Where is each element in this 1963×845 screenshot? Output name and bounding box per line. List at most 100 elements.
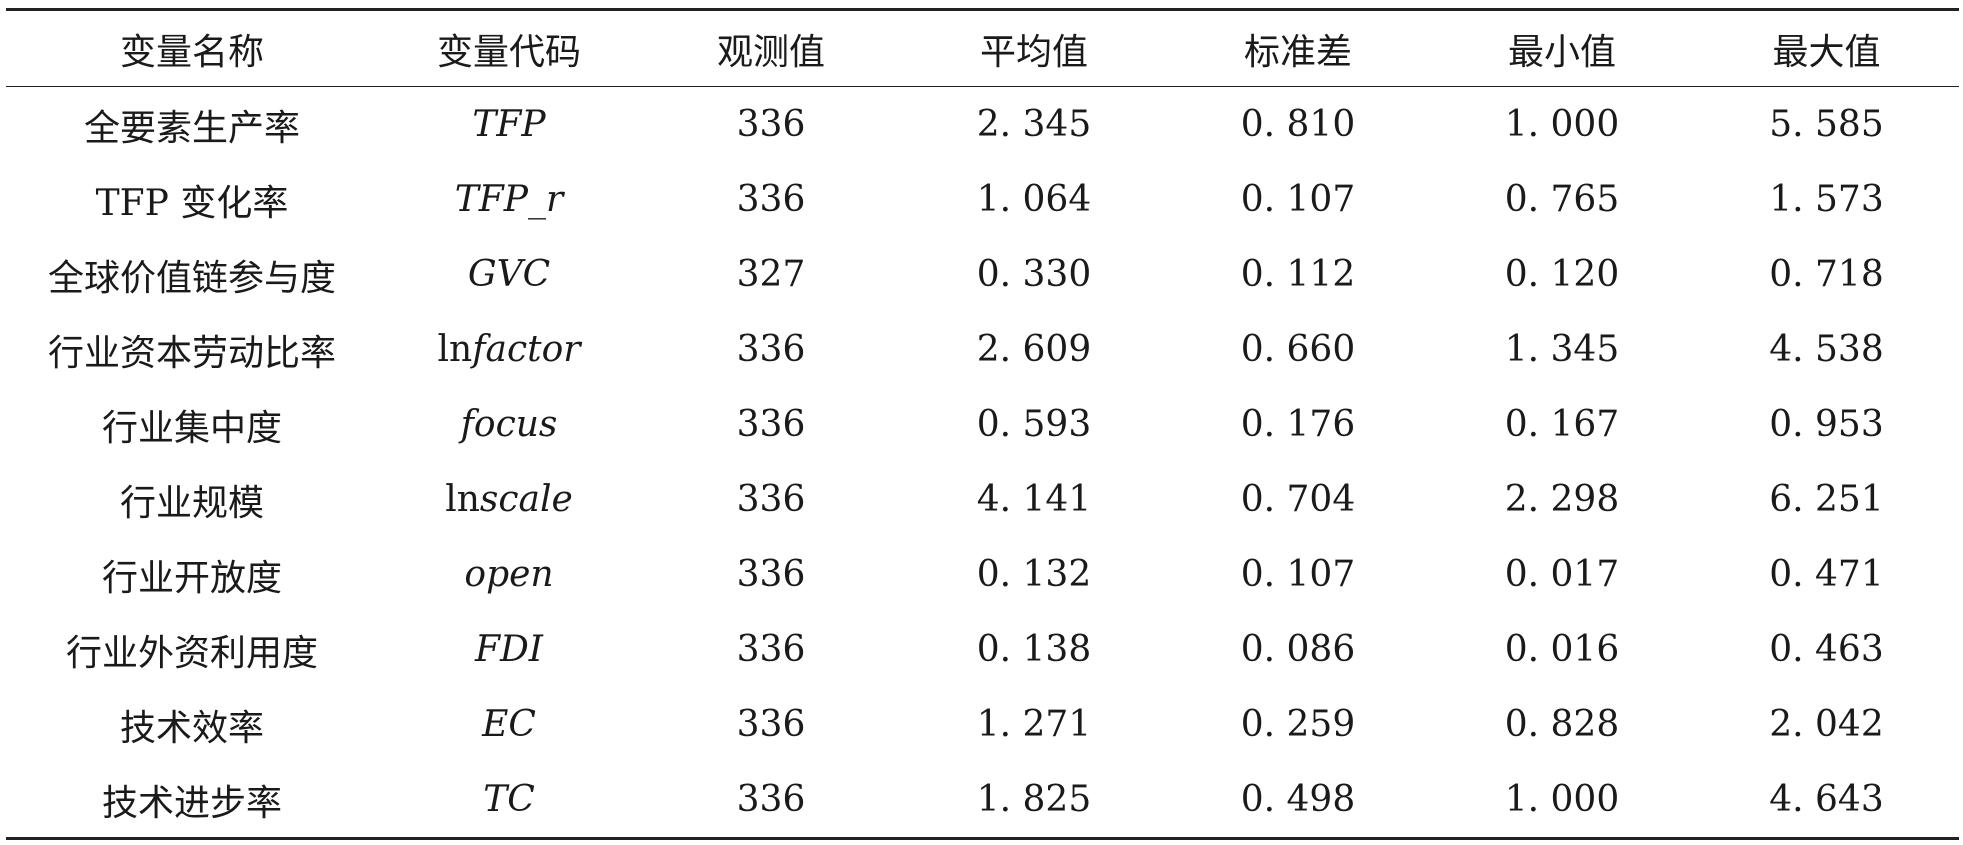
cell-variable-code: TC [378,762,640,839]
code-name: focus [460,404,558,445]
cell-variable-name: TFP 变化率 [95,182,289,224]
code-name: factor [472,329,581,370]
cell-std-dev: 0. 498 [1240,779,1356,820]
cell-variable-code: FDI [378,612,640,687]
cell-min: 1. 000 [1504,779,1620,820]
cell-variable-code: open [378,537,640,612]
cell-variable-name: 行业集中度 [101,407,282,449]
cell-observations: 336 [736,179,806,220]
table-header: 变量名称 变量代码 观测值 平均值 标准差 最小值 最大值 [6,9,1959,87]
cell-min: 0. 167 [1504,404,1620,445]
cell-variable-name: 全要素生产率 [83,107,300,149]
table-row: 全要素生产率 TFP 336 2. 345 0. 810 1. 000 5. 5… [6,87,1959,163]
cell-std-dev: 0. 107 [1240,554,1356,595]
cell-variable-name: 全球价值链参与度 [47,257,336,299]
header-min: 最小值 [1507,31,1616,73]
cell-variable-code: TFP [378,87,640,163]
cell-std-dev: 0. 176 [1240,404,1356,445]
table-row: 行业开放度 open 336 0. 132 0. 107 0. 017 0. 4… [6,537,1959,612]
cell-variable-code: GVC [378,237,640,312]
code-name: TFP_r [454,179,564,220]
code-name: GVC [467,254,551,295]
descriptive-statistics-table: 变量名称 变量代码 观测值 平均值 标准差 最小值 最大值 全要素生产率 TFP… [6,8,1959,840]
cell-observations: 336 [736,329,806,370]
cell-variable-name: 行业规模 [119,482,264,524]
header-mean: 平均值 [979,31,1088,73]
cell-mean: 2. 345 [976,104,1092,145]
cell-variable-code: lnscale [378,462,640,537]
table-row: TFP 变化率 TFP_r 336 1. 064 0. 107 0. 765 1… [6,162,1959,237]
code-name: EC [482,704,536,745]
table-row: 行业资本劳动比率 lnfactor 336 2. 609 0. 660 1. 3… [6,312,1959,387]
header-observations: 观测值 [716,31,825,73]
code-name: open [464,554,554,595]
table-row: 技术进步率 TC 336 1. 825 0. 498 1. 000 4. 643 [6,762,1959,839]
cell-mean: 0. 138 [976,629,1092,670]
header-variable-code: 变量代码 [436,31,581,73]
cell-variable-name: 技术进步率 [101,782,282,824]
cell-variable-name: 行业开放度 [101,557,282,599]
cell-min: 0. 765 [1504,179,1620,220]
cell-mean: 2. 609 [976,329,1092,370]
cell-max: 0. 471 [1769,554,1884,595]
cell-min: 2. 298 [1504,479,1620,520]
table-row: 行业集中度 focus 336 0. 593 0. 176 0. 167 0. … [6,387,1959,462]
cell-mean: 1. 271 [976,704,1092,745]
descriptive-statistics-table-container: 变量名称 变量代码 观测值 平均值 标准差 最小值 最大值 全要素生产率 TFP… [6,8,1959,840]
cell-observations: 336 [736,479,806,520]
header-row: 变量名称 变量代码 观测值 平均值 标准差 最小值 最大值 [6,9,1959,87]
cell-max: 6. 251 [1769,479,1884,520]
cell-min: 1. 000 [1504,104,1620,145]
code-name: scale [479,479,573,520]
table-row: 技术效率 EC 336 1. 271 0. 259 0. 828 2. 042 [6,687,1959,762]
cell-variable-name: 行业外资利用度 [65,632,318,674]
cell-observations: 327 [736,254,806,295]
cell-std-dev: 0. 259 [1240,704,1356,745]
cell-std-dev: 0. 704 [1240,479,1356,520]
cell-std-dev: 0. 086 [1240,629,1356,670]
header-std-dev: 标准差 [1243,31,1352,73]
cell-mean: 0. 330 [976,254,1092,295]
table-row: 全球价值链参与度 GVC 327 0. 330 0. 112 0. 120 0.… [6,237,1959,312]
cell-observations: 336 [736,404,806,445]
cell-variable-code: lnfactor [378,312,640,387]
cell-variable-name: 行业资本劳动比率 [47,332,336,374]
table-body: 全要素生产率 TFP 336 2. 345 0. 810 1. 000 5. 5… [6,87,1959,839]
code-name: TC [483,779,535,820]
cell-std-dev: 0. 810 [1240,104,1356,145]
cell-max: 4. 643 [1769,779,1884,820]
cell-mean: 0. 593 [976,404,1092,445]
code-prefix: ln [437,329,473,370]
cell-observations: 336 [736,779,806,820]
cell-mean: 4. 141 [976,479,1092,520]
cell-max: 2. 042 [1769,704,1884,745]
cell-max: 0. 953 [1769,404,1884,445]
cell-max: 5. 585 [1769,104,1884,145]
cell-max: 1. 573 [1769,179,1884,220]
code-name: FDI [474,629,544,670]
cell-mean: 0. 132 [976,554,1092,595]
cell-variable-code: focus [378,387,640,462]
code-name: TFP [472,104,546,145]
cell-mean: 1. 064 [976,179,1092,220]
cell-std-dev: 0. 660 [1240,329,1356,370]
cell-min: 0. 828 [1504,704,1620,745]
cell-std-dev: 0. 112 [1240,254,1356,295]
cell-max: 0. 718 [1769,254,1884,295]
cell-mean: 1. 825 [976,779,1092,820]
cell-observations: 336 [736,704,806,745]
header-max: 最大值 [1772,31,1881,73]
cell-std-dev: 0. 107 [1240,179,1356,220]
cell-min: 0. 017 [1504,554,1620,595]
cell-max: 0. 463 [1769,629,1884,670]
header-variable-name: 变量名称 [119,31,264,73]
table-row: 行业规模 lnscale 336 4. 141 0. 704 2. 298 6.… [6,462,1959,537]
cell-variable-code: TFP_r [378,162,640,237]
code-prefix: ln [445,479,480,520]
cell-min: 1. 345 [1504,329,1620,370]
cell-min: 0. 016 [1504,629,1620,670]
cell-min: 0. 120 [1504,254,1620,295]
cell-observations: 336 [736,104,806,145]
cell-observations: 336 [736,554,806,595]
cell-variable-name: 技术效率 [119,707,264,749]
